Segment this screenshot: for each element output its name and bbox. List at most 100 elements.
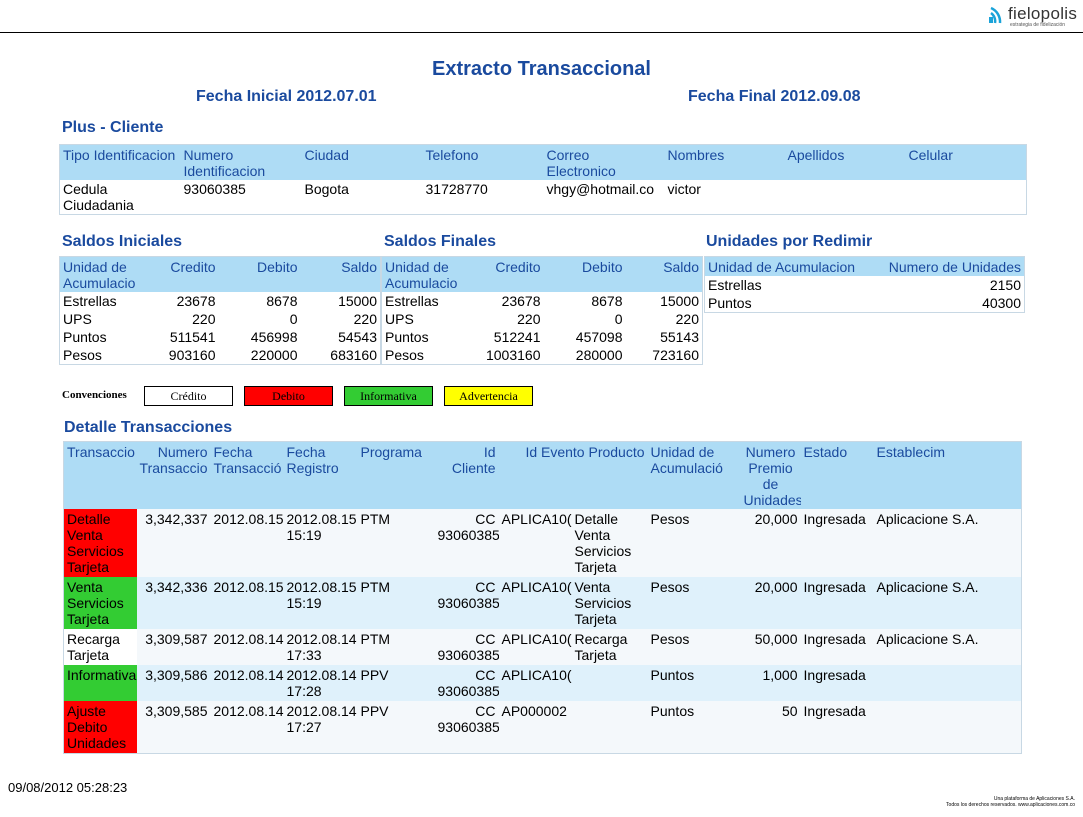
detalle-cell: 2012.08.14 17:33 <box>286 631 357 663</box>
detalle-cell: CC 93060385 <box>437 579 499 611</box>
detalle-cell: 3,309,585 <box>145 703 208 719</box>
si-cell: Pesos <box>63 347 102 363</box>
client-header-cell: Tipo Identificacion <box>59 144 181 180</box>
si-header-cell: Saldo <box>300 256 381 292</box>
fielopolis-logo: fielopolis estrategia de fidelización <box>988 4 1080 28</box>
detalle-cell: CC 93060385 <box>437 667 499 699</box>
detalle-cell: 2012.08.15 15:19 <box>286 579 357 611</box>
detalle-cell: Aplicacione S.A. <box>876 631 979 647</box>
detalle-cell: APLICA10( <box>501 579 572 595</box>
transaction-type-cell: Informativa <box>63 665 137 701</box>
detalle-cell <box>572 701 648 754</box>
si-row: Estrellas 23678 8678 15000 <box>60 292 381 310</box>
detalle-header-cell: Fecha Transacció <box>210 441 284 509</box>
client-data-cell: Cedula Ciudadania <box>63 181 134 213</box>
si-cell: Puntos <box>63 329 107 345</box>
client-data-cell: 93060385 <box>183 181 246 197</box>
sf-cell: Pesos <box>385 347 424 363</box>
client-table: Tipo Identificacion Numero Identificacion… <box>59 144 1027 215</box>
detalle-cell: 2012.08.14 17:28 <box>286 667 357 699</box>
detalle-cell: PTM <box>360 579 391 595</box>
ur-cell: Puntos <box>708 295 752 311</box>
detalle-cell: Venta Servicios Tarjeta <box>574 579 632 627</box>
transaction-type-cell: Detalle Venta Servicios Tarjeta <box>63 509 137 577</box>
detalle-cell: 2012.08.14 <box>213 631 284 647</box>
detalle-cell: Aplicacione S.A. <box>876 579 979 595</box>
sf-cell: Estrellas <box>385 293 439 309</box>
ur-header-cell: Unidad de Acumulacion <box>704 256 878 276</box>
sf-cell: 1003160 <box>485 347 541 363</box>
detalle-cell: APLICA10( <box>501 511 572 527</box>
si-row: Pesos 903160 220000 683160 <box>60 346 381 365</box>
sf-cell: UPS <box>385 311 414 327</box>
si-cell: UPS <box>63 311 92 327</box>
sf-cell: 457098 <box>575 329 623 345</box>
header-divider <box>0 32 1083 33</box>
detalle-cell: Detalle Venta Servicios Tarjeta <box>574 511 632 575</box>
detalle-header-cell: Programa <box>357 441 435 509</box>
si-header-cell: Debito <box>218 256 301 292</box>
footer-legal-line1: Una plataforma de Aplicaciones S.A. <box>993 796 1075 802</box>
detalle-header-cell: Estado <box>800 441 874 509</box>
detalle-row: Recarga Tarjeta 3,309,587 2012.08.14 2012.0… <box>63 629 1022 665</box>
client-data-cell <box>906 180 1027 215</box>
detalle-cell: APLICA10( <box>501 667 572 683</box>
detalle-header-row: Transaccio Numero Transaccio Fecha Transac… <box>63 441 1022 509</box>
detalle-cell: 2012.08.15 <box>213 511 284 527</box>
detalle-row: Detalle Venta Servicios Tarjeta 3,342,337… <box>63 509 1022 577</box>
ur-header-row: Unidad de Acumulacion Numero de Unidades <box>704 256 1025 276</box>
si-cell: 220 <box>353 311 377 327</box>
ur-row: Estrellas 2150 <box>705 276 1025 294</box>
unidades-redimir-table: Unidad de Acumulacion Numero de Unidades … <box>704 256 1025 313</box>
sf-cell: 0 <box>614 311 623 327</box>
transaction-type-cell: Venta Servicios Tarjeta <box>63 577 137 629</box>
detalle-cell <box>874 701 1022 754</box>
footer-legal-line2: Todos los derechos reservados. www.aplic… <box>946 802 1075 808</box>
detalle-cell <box>572 665 648 701</box>
detalle-title: Detalle Transacciones <box>64 419 233 436</box>
logo-tagline: estrategia de fidelización <box>1010 22 1066 28</box>
si-header-cell: Credito <box>151 256 219 292</box>
si-cell: 54543 <box>338 329 377 345</box>
detalle-cell: 2012.08.14 17:27 <box>286 703 357 735</box>
detalle-cell: PTM <box>360 631 391 647</box>
detalle-cell: Pesos <box>650 511 690 527</box>
detalle-cell: 50,000 <box>754 631 798 647</box>
ur-cell: Estrellas <box>708 277 762 293</box>
detalle-header-cell: Fecha Registro <box>283 441 358 509</box>
ur-header-cell: Numero de Unidades <box>877 256 1025 276</box>
detalle-header-cell: Id Evento Producto <box>498 441 648 509</box>
detalle-header-cell: Id Cliente <box>434 441 499 509</box>
detalle-cell: CC 93060385 <box>437 631 499 663</box>
sf-cell: 723160 <box>652 347 699 363</box>
sf-cell: 512241 <box>493 329 541 345</box>
si-cell: 8678 <box>266 293 298 309</box>
detalle-cell: Ingresada <box>803 631 866 647</box>
sf-cell: 15000 <box>660 293 699 309</box>
detalle-header-cell: Numero Transaccio <box>136 441 211 509</box>
footer-legal: Una plataforma de Aplicaciones S.A. Todo… <box>946 796 1075 808</box>
si-cell: 0 <box>289 311 298 327</box>
client-header-cell: Apellidos <box>784 144 906 180</box>
detalle-cell: PTM <box>360 511 391 527</box>
sf-cell: 23678 <box>501 293 541 309</box>
detalle-cell: PPV <box>360 703 389 719</box>
client-data-cell <box>785 180 906 215</box>
client-header-cell: Ciudad <box>301 144 423 180</box>
client-header-cell: Correo Electronico <box>543 144 665 180</box>
detalle-cell: Puntos <box>650 667 695 683</box>
sf-row: Puntos 512241 457098 55143 <box>382 328 703 346</box>
si-cell: 23678 <box>176 293 216 309</box>
detalle-cell: 1,000 <box>762 667 798 683</box>
convenciones-label: Convenciones <box>62 389 127 401</box>
sf-row: Pesos 1003160 280000 723160 <box>382 346 703 365</box>
si-cell: 683160 <box>330 347 377 363</box>
detalle-cell: 2012.08.15 15:19 <box>286 511 357 543</box>
detalle-cell: CC 93060385 <box>437 703 499 735</box>
detalle-row: Informativa 3,309,586 2012.08.14 2012.08.14… <box>63 665 1022 701</box>
legend-advertencia: Advertencia <box>444 386 533 406</box>
client-section-title: Plus - Cliente <box>62 119 164 136</box>
detalle-cell: 50 <box>781 703 798 719</box>
client-header-cell: Nombres <box>664 144 785 180</box>
si-cell: 220000 <box>250 347 298 363</box>
